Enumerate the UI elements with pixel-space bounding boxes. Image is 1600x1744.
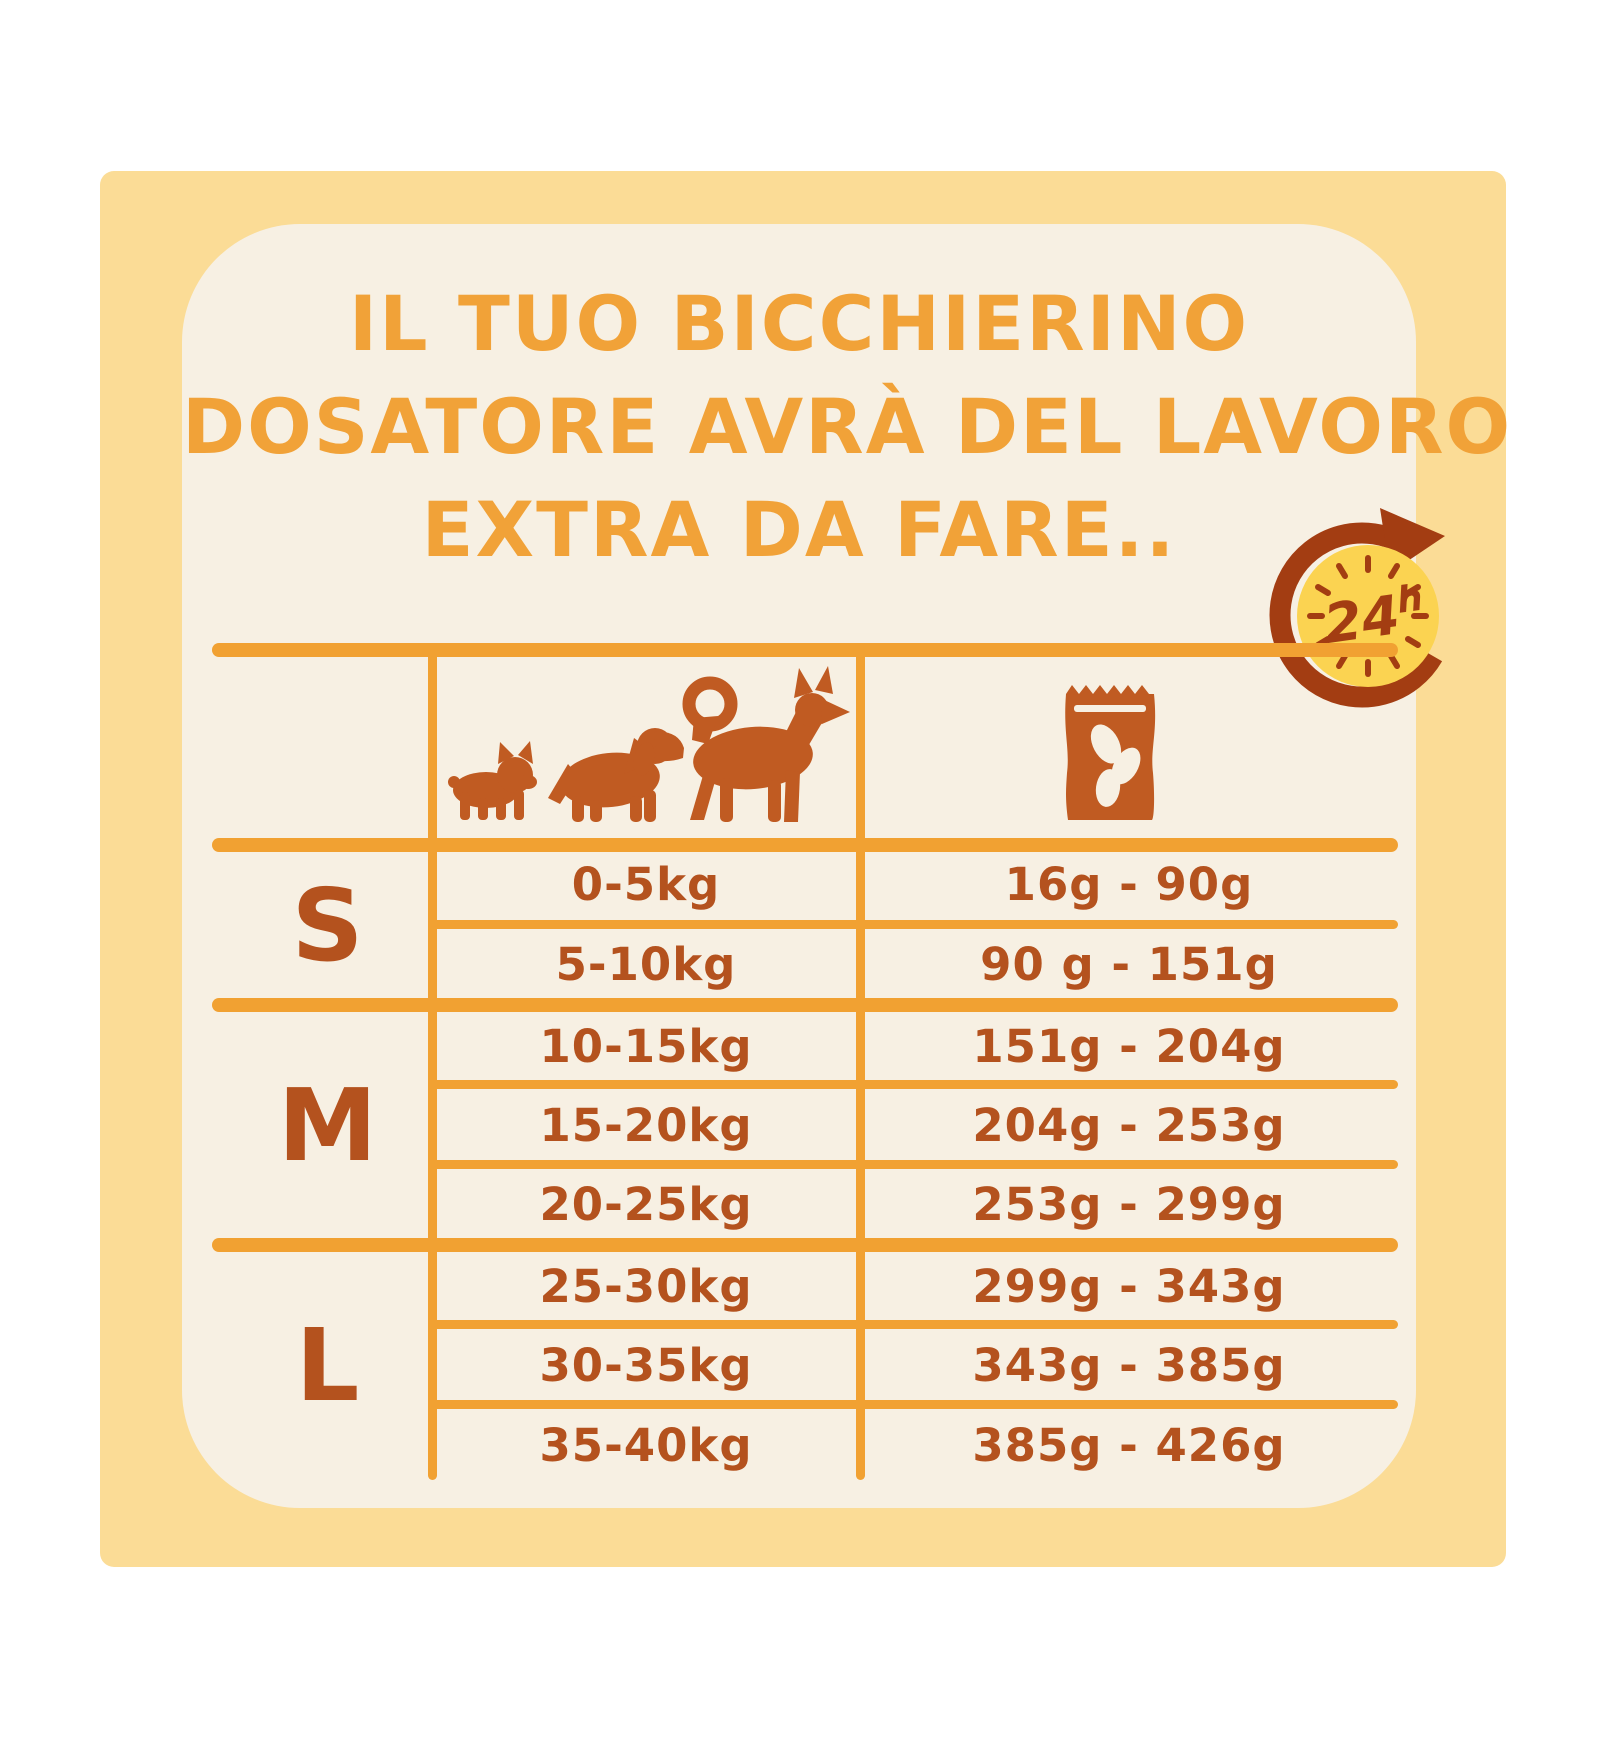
size-label-m: M <box>277 1066 378 1184</box>
amount-cell: 204g - 253g <box>972 1098 1286 1152</box>
section-line-m-l <box>212 1238 1398 1252</box>
column-line-2 <box>856 650 865 1480</box>
dog-sizes-icon <box>438 660 858 830</box>
amount-cell: 343g - 385g <box>972 1338 1286 1392</box>
amount-cell: 90 g - 151g <box>980 937 1278 991</box>
cream-card <box>182 224 1416 1508</box>
row-line <box>432 1080 1398 1089</box>
weight-cell: 30-35kg <box>539 1338 753 1392</box>
amount-cell: 299g - 343g <box>972 1260 1286 1313</box>
amount-cell: 151g - 204g <box>972 1020 1286 1073</box>
table-header-line <box>212 838 1398 852</box>
table-top-line <box>212 643 1398 657</box>
row-line <box>432 920 1398 929</box>
amount-cell: 385g - 426g <box>972 1418 1286 1472</box>
weight-cell: 10-15kg <box>539 1020 753 1073</box>
size-label-l: L <box>295 1306 360 1424</box>
clock-ticks <box>1307 555 1429 677</box>
weight-cell: 20-25kg <box>539 1177 753 1231</box>
row-line <box>432 1320 1398 1329</box>
weight-cell: 25-30kg <box>539 1260 753 1313</box>
column-line-1 <box>428 650 437 1480</box>
section-line-s-m <box>212 998 1398 1012</box>
size-label-s: S <box>291 866 364 984</box>
weight-cell: 15-20kg <box>539 1098 753 1152</box>
kibble-bag-icon <box>1062 678 1158 824</box>
weight-cell: 35-40kg <box>539 1418 753 1472</box>
title-line-1: IL TUO BICCHIERINO <box>348 279 1250 368</box>
row-line <box>432 1400 1398 1409</box>
amount-cell: 253g - 299g <box>972 1177 1286 1231</box>
dog-size-small-icon <box>448 741 537 820</box>
weight-cell: 0-5kg <box>571 857 721 911</box>
title-line-3: EXTRA DA FARE.. <box>421 485 1177 574</box>
dog-size-large-icon <box>682 666 850 822</box>
amount-cell: 16g - 90g <box>1004 857 1254 911</box>
page-title: IL TUO BICCHIERINO DOSATORE AVRÀ DEL LAV… <box>182 272 1513 581</box>
dog-size-medium-icon <box>548 728 684 822</box>
24h-clock-arrow-icon: 24h <box>1262 478 1462 710</box>
row-line <box>432 1160 1398 1169</box>
weight-cell: 5-10kg <box>555 937 737 991</box>
title-line-2: DOSATORE AVRÀ DEL LAVORO <box>182 382 1513 471</box>
